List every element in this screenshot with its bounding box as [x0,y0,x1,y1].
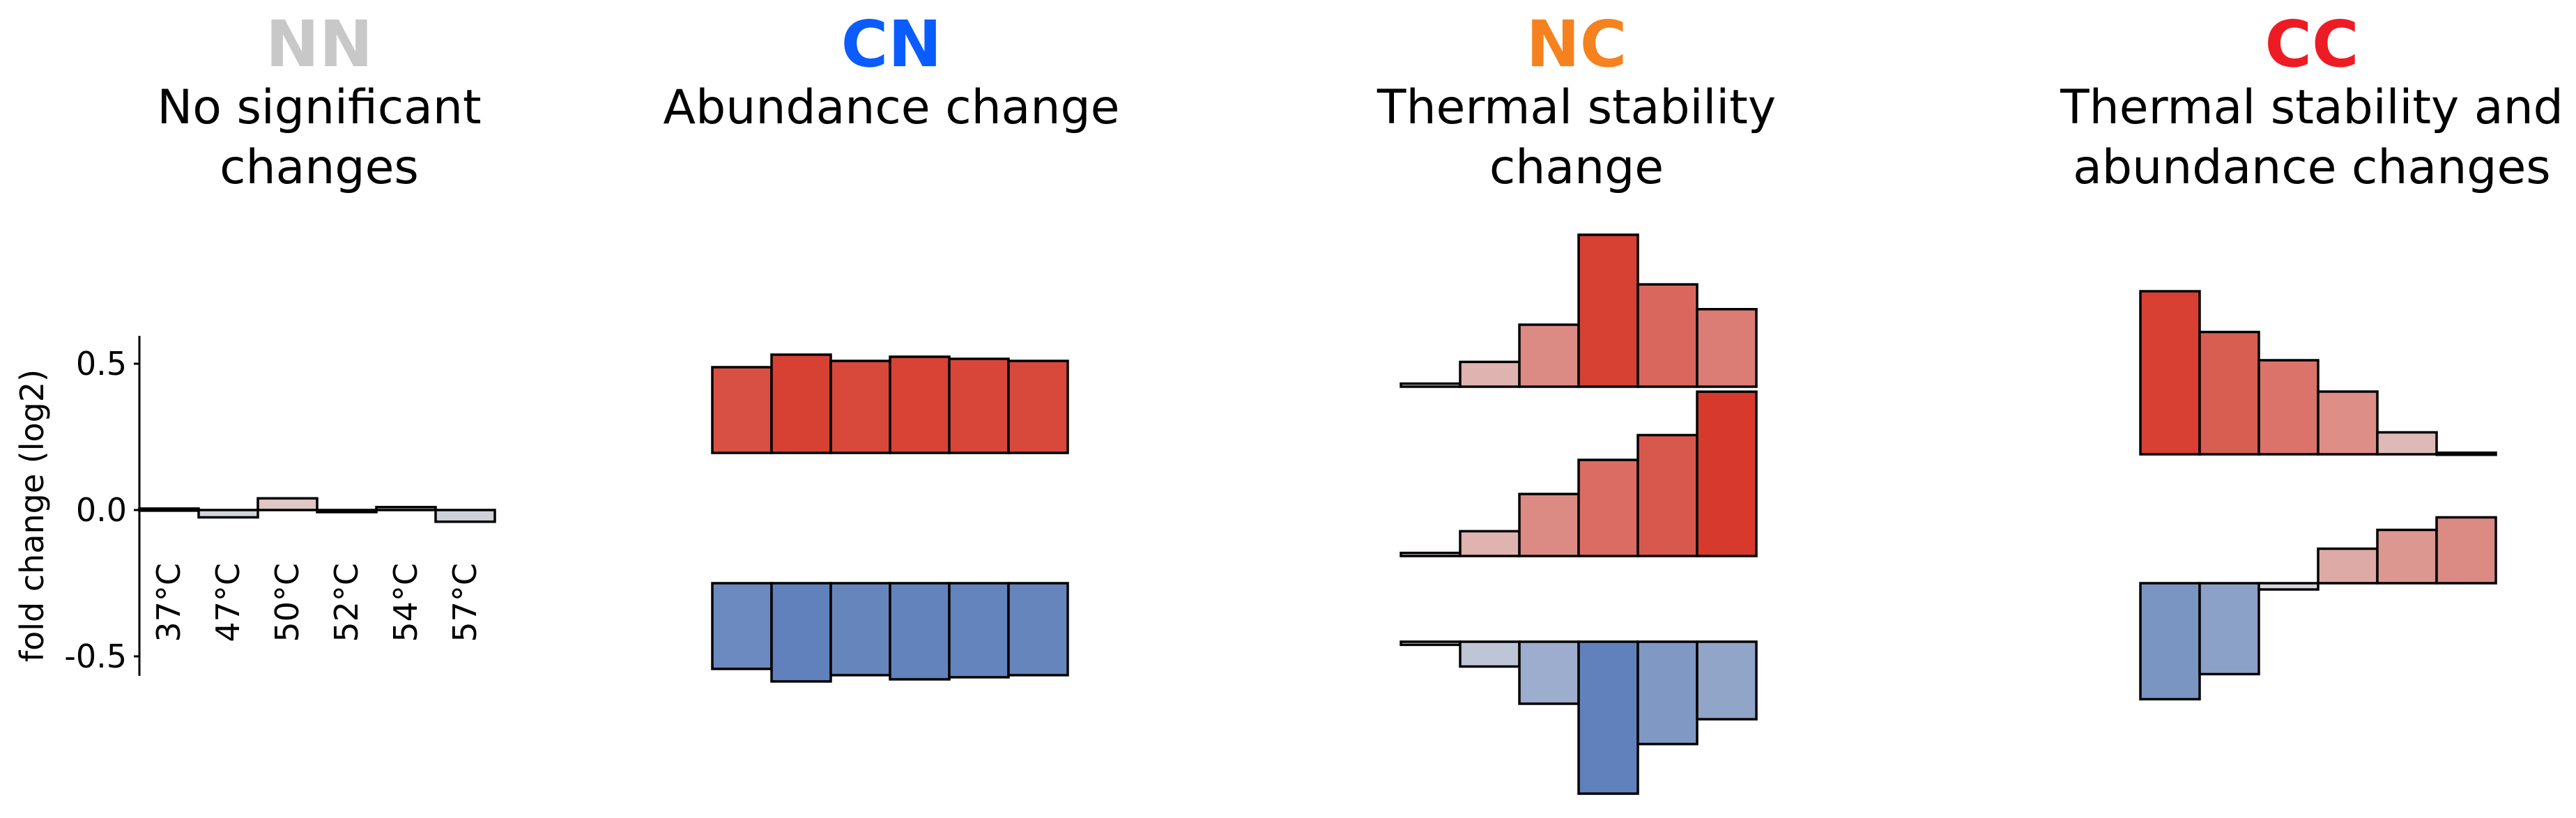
panel-cc-header: CC Thermal stability and abundance chang… [2060,7,2563,195]
nn-y-axis: 0.5 0.0 -0.5 fold change (log2) [13,336,141,676]
panel-nc-subtitle-line1: Thermal stability [1377,80,1776,135]
nn-x-axis-labels: 37°C 47°C 50°C 52°C 54°C 57°C [150,563,484,642]
bar-nc-row2-1 [1400,551,1462,557]
bar-nn-row1-2 [197,509,259,519]
bar-nc-row1-6 [1696,308,1758,388]
bar-cc-row2-3 [2257,582,2320,591]
x-tick-label: 50°C [268,563,306,642]
x-tick-label: 54°C [387,563,424,642]
bar-nn-row1-1 [138,507,200,512]
bar-cn-row1-2 [770,353,832,454]
bar-cc-row2-4 [2317,547,2379,585]
bar-cn-row1-1 [711,366,773,454]
panel-nn-subtitle-line2: changes [220,140,419,195]
bar-nc-row3-2 [1459,640,1521,668]
bar-nn-row1-4 [316,509,378,514]
bar-nc-row2-6 [1696,390,1758,557]
panel-cc-code: CC [2264,7,2359,82]
x-tick-label: 57°C [446,563,484,642]
panel-nc-subtitle-line2: change [1489,140,1664,195]
x-tick-label: 47°C [209,563,247,642]
bar-cn-row1-6 [1007,360,1069,454]
bar-cc-row2-2 [2198,582,2260,676]
bar-cn-row2-5 [948,582,1010,679]
bar-nc-row2-3 [1518,493,1580,557]
bar-cc-row2-6 [2435,516,2497,585]
bar-nc-row2-2 [1459,530,1521,557]
bar-nc-row3-3 [1518,640,1580,705]
bar-nn-row1-3 [256,497,319,511]
bar-nc-row2-5 [1636,433,1699,557]
bar-cn-row2-2 [770,582,832,683]
bar-cc-row1-6 [2435,452,2497,456]
bar-nc-row1-4 [1577,233,1639,388]
panel-cn-header: CN Abundance change [664,7,1120,135]
panel-cc-subtitle-line2: abundance changes [2073,140,2550,195]
bar-nc-row1-2 [1459,360,1521,388]
panel-cc-subtitle-line1: Thermal stability and [2060,80,2563,135]
panel-nc-header: NC Thermal stability change [1377,7,1776,195]
bar-cc-row1-1 [2139,290,2201,456]
bar-cn-row1-5 [948,357,1010,454]
bar-cn-row2-4 [889,582,951,681]
panel-nn-header: NN No significant changes [157,7,481,195]
bar-nn-row1-6 [434,509,496,523]
bar-nc-row2-4 [1577,458,1639,557]
x-tick-label: 37°C [150,563,187,642]
bar-cc-row2-5 [2376,528,2438,585]
panel-nn-subtitle-line1: No significant [157,80,481,135]
bar-nc-row1-3 [1518,323,1580,388]
bar-cn-row2-1 [711,582,773,670]
bar-cc-row1-2 [2198,330,2260,456]
panel-nn-code: NN [266,7,373,82]
bar-nc-row3-4 [1577,640,1639,795]
bar-nc-row1-5 [1636,283,1699,388]
x-tick-label: 52°C [328,563,365,642]
bar-cn-row1-3 [829,360,891,454]
bar-nc-row3-6 [1696,640,1758,720]
panel-nc-code: NC [1526,7,1627,82]
bars-layer [138,233,2497,795]
y-tick-label: 0.5 [76,345,127,383]
bar-cn-row1-4 [889,355,951,454]
y-axis-title: fold change (log2) [13,369,51,662]
bar-nc-row3-5 [1636,640,1699,746]
bar-cn-row2-6 [1007,582,1069,677]
bar-cc-row1-4 [2317,390,2379,456]
bar-cc-row1-3 [2257,359,2320,456]
bar-nc-row1-1 [1400,382,1462,388]
bar-nn-row1-5 [375,506,437,511]
bar-cc-row1-5 [2376,431,2438,456]
panel-cn-subtitle-line1: Abundance change [664,80,1120,135]
bar-cn-row2-3 [829,582,891,677]
bar-cc-row2-1 [2139,582,2201,701]
bar-nc-row3-1 [1400,640,1462,647]
panel-cn-code: CN [841,7,942,82]
y-tick-label: -0.5 [64,638,127,675]
y-tick-label: 0.0 [76,491,127,529]
